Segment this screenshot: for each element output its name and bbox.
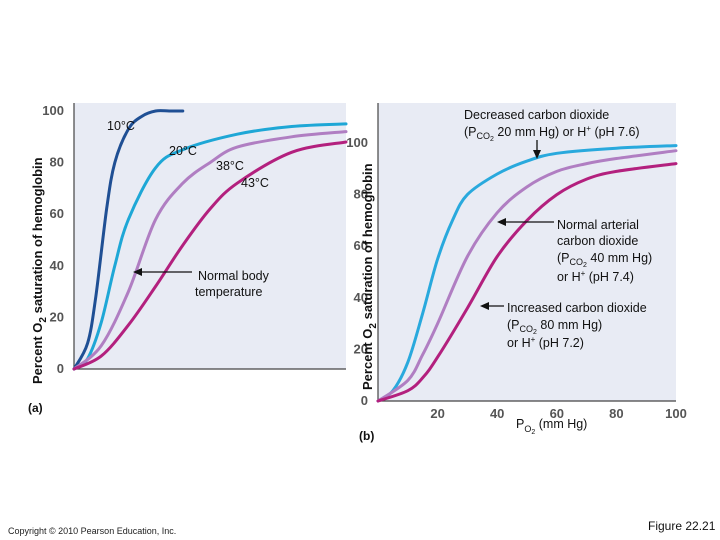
label-20c: 20°C — [169, 144, 197, 158]
panel-a-y-tick-0: 0 — [57, 361, 64, 376]
panel-a: 0 20 40 60 80 100 Percent O2 saturation of he… — [28, 103, 348, 415]
panel-b-y-label: Percent O2 saturation of hemoglobin — [360, 163, 379, 390]
panel-b-y-tick-80: 80 — [354, 187, 368, 202]
normal-arterial-arrow — [497, 218, 554, 226]
figure-label: Figure 22.21 — [648, 519, 716, 533]
panel-b-y-tick-60: 60 — [354, 238, 368, 253]
panel-a-y-tick-60: 60 — [50, 206, 64, 221]
normal-arterial-line3: (PCO2 40 mm Hg) — [557, 251, 652, 269]
increased-co2-line2: (PCO2 80 mm Hg) — [507, 318, 602, 336]
panel-b-y-tick-0: 0 — [361, 393, 368, 408]
increased-co2-line3: or H+ (pH 7.2) — [507, 335, 584, 350]
panel-b: 0 20 40 60 80 100 20 40 60 80 100 Percent O2 satu… — [346, 103, 687, 443]
normal-arterial-line1: Normal arterial — [557, 218, 639, 232]
normal-body-temp-line2: temperature — [195, 285, 262, 299]
panel-a-y-label: Percent O2 saturation of hemoglobin — [30, 157, 49, 384]
panel-b-curve-1-decreased-carbon-dioxide — [376, 144, 678, 403]
panel-a-curves — [72, 109, 348, 371]
decreased-co2-arrow — [533, 140, 541, 159]
panel-b-y-tick-100: 100 — [346, 135, 368, 150]
panel-b-x-tick-20: 20 — [430, 406, 444, 421]
panel-b-x-label: PO2 (mm Hg) — [516, 417, 587, 436]
panel-b-x-tick-60: 60 — [550, 406, 564, 421]
panel-a-y-tick-20: 20 — [50, 309, 64, 324]
label-38c: 38°C — [216, 159, 244, 173]
panel-b-x-tick-80: 80 — [609, 406, 623, 421]
normal-body-temp-arrow — [133, 268, 192, 276]
panel-a-curve-4-43-c — [72, 140, 348, 371]
panel-b-y-tick-40: 40 — [354, 290, 368, 305]
panel-a-tag: (a) — [28, 401, 43, 415]
panel-b-plot-area — [378, 103, 676, 401]
panel-b-x-tick-40: 40 — [490, 406, 504, 421]
normal-arterial-line2: carbon dioxide — [557, 234, 638, 248]
panel-b-y-tick-20: 20 — [354, 341, 368, 356]
panel-b-tag: (b) — [359, 429, 374, 443]
panel-a-y-tick-100: 100 — [42, 103, 64, 118]
panel-a-curve-3-38-c — [72, 130, 348, 371]
label-10c: 10°C — [107, 119, 135, 133]
panel-a-plot-area — [74, 103, 346, 369]
panel-a-curve-1-10-c — [72, 109, 185, 371]
label-43c: 43°C — [241, 176, 269, 190]
decreased-co2-line1: Decreased carbon dioxide — [464, 108, 609, 122]
panel-a-y-tick-40: 40 — [50, 258, 64, 273]
panel-b-y-ticks: 0 20 40 60 80 100 — [346, 135, 368, 408]
increased-co2-line1: Increased carbon dioxide — [507, 301, 647, 315]
copyright-text: Copyright © 2010 Pearson Education, Inc. — [8, 526, 176, 536]
panel-a-y-ticks: 0 20 40 60 80 100 — [42, 103, 64, 376]
increased-co2-arrow — [480, 302, 504, 310]
panel-a-curve-2-20-c — [72, 122, 348, 371]
panel-b-curve-3-increased-carbon-dioxide — [376, 162, 678, 403]
normal-body-temp-line1: Normal body — [198, 269, 270, 283]
panel-b-x-tick-100: 100 — [665, 406, 687, 421]
panel-b-curves — [376, 144, 678, 403]
panel-b-curve-2-normal-arterial-carbon-d — [376, 149, 678, 403]
decreased-co2-line2: (PCO2 20 mm Hg) or H+ (pH 7.6) — [464, 124, 640, 143]
normal-arterial-line4: or H+ (pH 7.4) — [557, 269, 634, 284]
panel-a-y-tick-80: 80 — [50, 155, 64, 170]
panel-b-x-ticks: 20 40 60 80 100 — [430, 406, 686, 421]
